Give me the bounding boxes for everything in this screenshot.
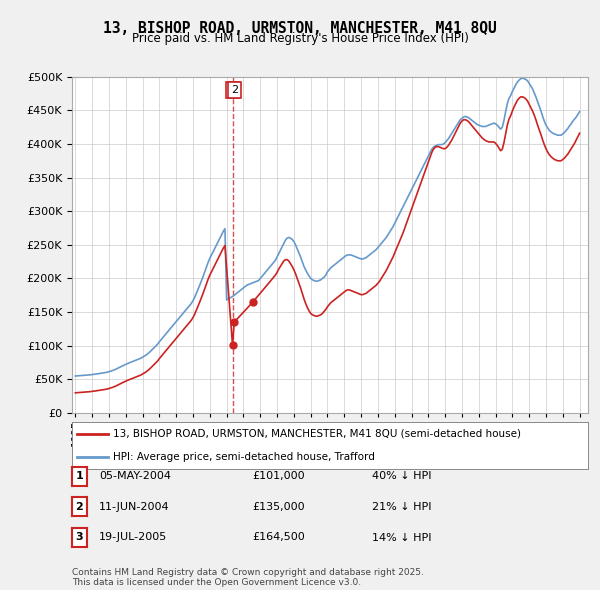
Text: 05-MAY-2004: 05-MAY-2004 bbox=[99, 471, 171, 481]
Text: 2: 2 bbox=[76, 502, 83, 512]
Text: £135,000: £135,000 bbox=[252, 502, 305, 512]
Text: Price paid vs. HM Land Registry's House Price Index (HPI): Price paid vs. HM Land Registry's House … bbox=[131, 32, 469, 45]
Text: 1: 1 bbox=[76, 471, 83, 481]
Text: £101,000: £101,000 bbox=[252, 471, 305, 481]
Text: 21% ↓ HPI: 21% ↓ HPI bbox=[372, 502, 431, 512]
Text: 19-JUL-2005: 19-JUL-2005 bbox=[99, 533, 167, 542]
Text: 40% ↓ HPI: 40% ↓ HPI bbox=[372, 471, 431, 481]
Text: 13, BISHOP ROAD, URMSTON, MANCHESTER, M41 8QU: 13, BISHOP ROAD, URMSTON, MANCHESTER, M4… bbox=[103, 21, 497, 35]
Text: £164,500: £164,500 bbox=[252, 533, 305, 542]
Text: 1: 1 bbox=[229, 85, 236, 95]
Text: 3: 3 bbox=[76, 533, 83, 542]
Text: HPI: Average price, semi-detached house, Trafford: HPI: Average price, semi-detached house,… bbox=[113, 453, 375, 462]
Text: 13, BISHOP ROAD, URMSTON, MANCHESTER, M41 8QU (semi-detached house): 13, BISHOP ROAD, URMSTON, MANCHESTER, M4… bbox=[113, 429, 521, 438]
Text: 14% ↓ HPI: 14% ↓ HPI bbox=[372, 533, 431, 542]
Text: 2: 2 bbox=[230, 85, 238, 95]
Text: 11-JUN-2004: 11-JUN-2004 bbox=[99, 502, 170, 512]
Text: Contains HM Land Registry data © Crown copyright and database right 2025.
This d: Contains HM Land Registry data © Crown c… bbox=[72, 568, 424, 587]
